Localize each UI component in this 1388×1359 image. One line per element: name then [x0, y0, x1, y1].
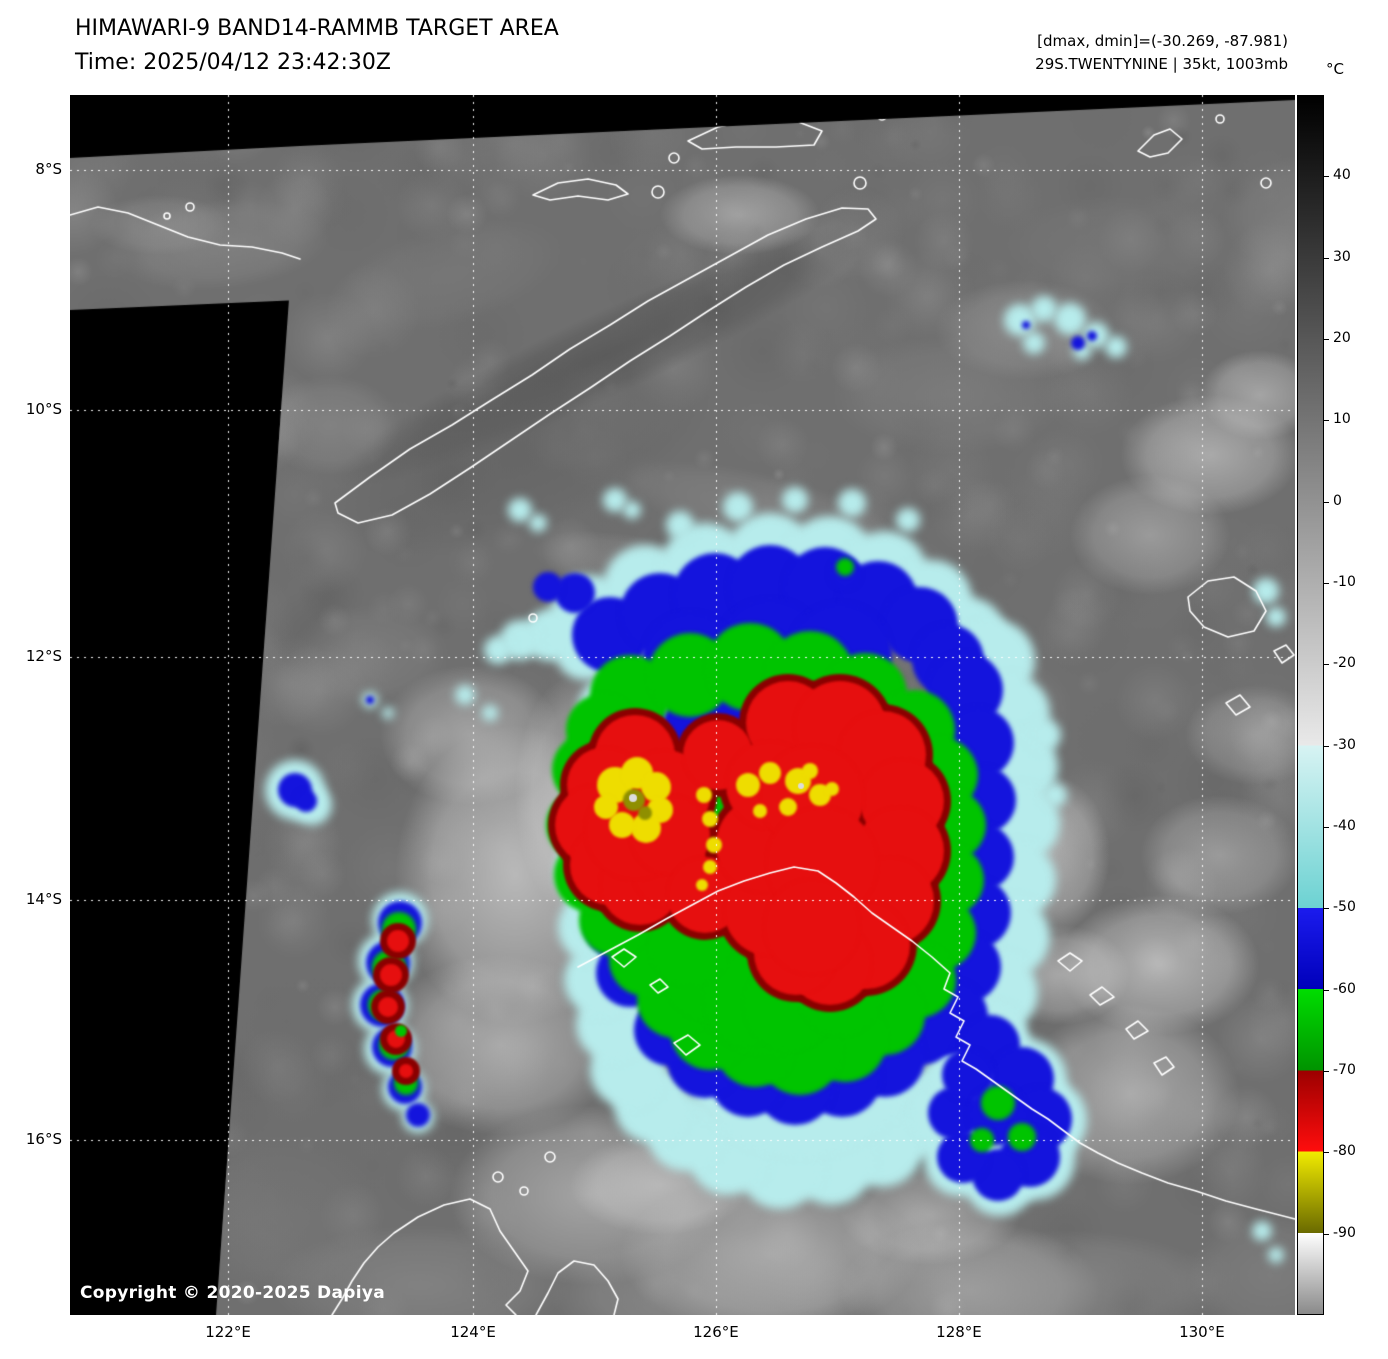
storm-readout: 29S.TWENTYNINE | 35kt, 1003mb: [1035, 55, 1288, 73]
colorbar-tick-mark: [1324, 664, 1329, 666]
colorbar-tick-mark: [1324, 339, 1329, 340]
lon-tick-label: 128°E: [936, 1323, 982, 1341]
colorbar-tick-label: -90: [1333, 1224, 1356, 1241]
lon-tick-label: 126°E: [693, 1323, 739, 1341]
colorbar-tick-mark: [1324, 420, 1329, 422]
lon-tick-label: 130°E: [1179, 1323, 1225, 1341]
colorbar-tick-mark: [1324, 257, 1329, 259]
colorbar-tick-mark: [1324, 827, 1329, 828]
lon-tick-label: 122°E: [205, 1323, 251, 1341]
colorbar-tick-label: 40: [1333, 167, 1351, 184]
dmax-dmin-readout: [dmax, dmin]=(-30.269, -87.981): [1037, 32, 1288, 50]
colorbar-gradient: [1297, 95, 1324, 1315]
colorbar-tick-label: -60: [1333, 980, 1356, 997]
colorbar-tick-label: 30: [1333, 248, 1351, 265]
lat-tick-label: 10°S: [25, 400, 62, 418]
colorbar-tick-label: -70: [1333, 1062, 1356, 1078]
colorbar-tick-mark: [1324, 1071, 1329, 1072]
colorbar-tick-mark: [1324, 583, 1329, 584]
lat-tick-label: 8°S: [35, 160, 62, 179]
colorbar-tick-mark: [1324, 989, 1329, 991]
colorbar-tick-label: -10: [1333, 574, 1356, 590]
lat-tick-label: 14°S: [25, 889, 62, 908]
colorbar-tick-mark: [1324, 176, 1329, 178]
colorbar-tick-mark: [1324, 1152, 1329, 1154]
colorbar-tick-label: -20: [1333, 655, 1356, 672]
lat-tick-label: 16°S: [25, 1130, 62, 1149]
colorbar-tick-label: -30: [1333, 736, 1356, 753]
figure-title: HIMAWARI-9 BAND14-RAMMB TARGET AREA: [75, 16, 559, 41]
copyright-watermark: Copyright © 2020-2025 Dapiya: [80, 1283, 385, 1303]
colorbar-tick-mark: [1324, 501, 1329, 503]
figure-timestamp: Time: 2025/04/12 23:42:30Z: [75, 50, 391, 75]
lat-tick-label: 12°S: [25, 647, 62, 666]
header-info-block: [dmax, dmin]=(-30.269, -87.981) 29S.TWEN…: [1035, 30, 1288, 76]
colorbar-tick-mark: [1324, 745, 1329, 747]
colorbar-tick-label: -50: [1333, 899, 1356, 916]
lon-tick-label: 124°E: [450, 1323, 496, 1341]
colorbar-tick-label: 20: [1333, 330, 1351, 346]
satellite-plot: Copyright © 2020-2025 Dapiya: [70, 95, 1295, 1315]
colorbar-tick-label: 10: [1333, 411, 1351, 428]
colorbar-tick-label: -40: [1333, 818, 1356, 834]
satellite-canvas: [70, 95, 1295, 1315]
colorbar-tick-label: 0: [1333, 492, 1342, 509]
colorbar-tick-mark: [1324, 908, 1329, 910]
colorbar-tick-mark: [1324, 1233, 1329, 1235]
colorbar-unit-label: °C: [1326, 60, 1344, 78]
colorbar-tick-label: -80: [1333, 1143, 1356, 1160]
